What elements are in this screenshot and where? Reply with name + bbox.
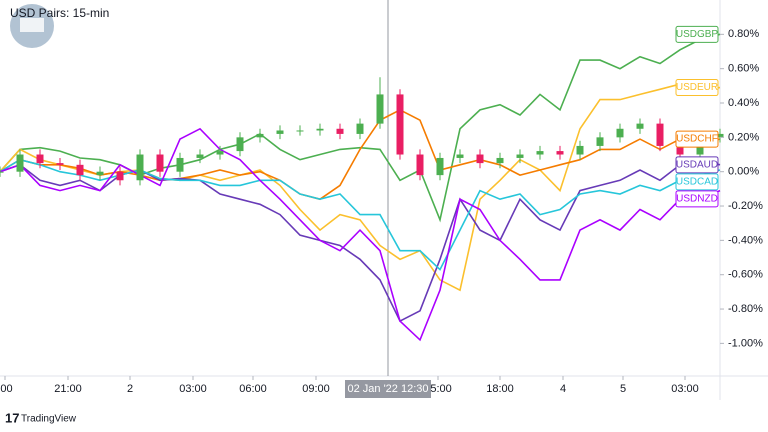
x-tick-label: 03:00 [179, 383, 207, 395]
crosshair-label: 02 Jan '22 12:30 [347, 383, 428, 395]
candle-body [456, 154, 464, 158]
candle-body [316, 128, 324, 131]
candle-body [216, 151, 224, 155]
candle-body [156, 154, 164, 172]
candle-body [396, 94, 404, 155]
crosshair-label-bg [345, 380, 431, 398]
y-tick-label: -0.20% [728, 200, 763, 212]
legend-label: USDAUD [676, 159, 718, 170]
plot-area [0, 0, 724, 376]
y-tick-label: -0.60% [728, 269, 763, 281]
logo-icon [20, 18, 44, 32]
series-label-box [675, 190, 719, 208]
candle-body [36, 154, 44, 164]
y-tick-label: -1.00% [728, 337, 763, 349]
candle-body [596, 137, 604, 146]
candle-body [56, 163, 64, 165]
candle-body [196, 154, 204, 158]
x-tick-label: 5 [620, 383, 626, 395]
candle-body [496, 157, 504, 164]
x-tick-label: 15:00 [424, 383, 452, 395]
candle-body [676, 145, 684, 155]
candle-body [236, 137, 244, 152]
x-tick-label: 09:00 [302, 383, 330, 395]
y-tick-label: 0.20% [728, 131, 759, 143]
series-label-box [675, 79, 719, 97]
candle-body [436, 157, 444, 176]
candle-body [296, 130, 304, 132]
y-tick-label: -0.40% [728, 234, 763, 246]
x-tick-label: 2 [127, 383, 133, 395]
x-tick-label: :00 [0, 383, 13, 395]
candle-body [556, 151, 564, 155]
legend-label: USDEUR [676, 82, 718, 93]
brand-logo: 17 [5, 410, 19, 425]
brand: TradingView [21, 414, 77, 425]
y-tick-label: 0.60% [728, 63, 759, 75]
candle-body [76, 164, 84, 176]
candle-body [136, 154, 144, 181]
candle-body [0, 171, 4, 173]
candle-body [336, 128, 344, 134]
candle-body [276, 130, 284, 134]
candle-body [96, 171, 104, 176]
candle-body [716, 133, 724, 138]
candle-body [176, 157, 184, 172]
candle-body [476, 154, 484, 164]
y-tick-label: 0.00% [728, 166, 759, 178]
candle-body [656, 123, 664, 146]
candle-body [636, 123, 644, 129]
candle-body [516, 154, 524, 158]
series-label-box [675, 173, 719, 191]
candle-body [376, 94, 384, 124]
legend-label: USDCAD [676, 176, 718, 187]
candle-body [616, 128, 624, 138]
series-line [0, 158, 721, 323]
x-tick-label: 4 [560, 383, 566, 395]
candle-body [16, 154, 24, 172]
candle-body [416, 154, 424, 176]
chart-title: USD Pairs: 15-min [10, 6, 109, 20]
series-line [0, 127, 721, 342]
x-tick-label: 18:00 [486, 383, 514, 395]
series-label-box [675, 156, 719, 174]
x-tick-label: 21:00 [54, 383, 82, 395]
series-label-box [675, 130, 719, 148]
legend-label: USDNZD [676, 193, 718, 204]
y-tick-label: 0.40% [728, 97, 759, 109]
candle-body [536, 151, 544, 155]
x-tick-label: 03:00 [671, 383, 699, 395]
legend-label: USDCHF [676, 134, 718, 145]
y-tick-label: -0.80% [728, 303, 763, 315]
series-label-box [675, 25, 719, 43]
legend-label: USDGBP [676, 29, 719, 40]
candle-body [116, 171, 124, 181]
candle-body [356, 123, 364, 134]
candle-body [576, 145, 584, 155]
series-line [0, 158, 721, 271]
candle-body [256, 133, 264, 138]
y-tick-label: 0.80% [728, 28, 759, 40]
x-tick-label: 06:00 [239, 383, 267, 395]
